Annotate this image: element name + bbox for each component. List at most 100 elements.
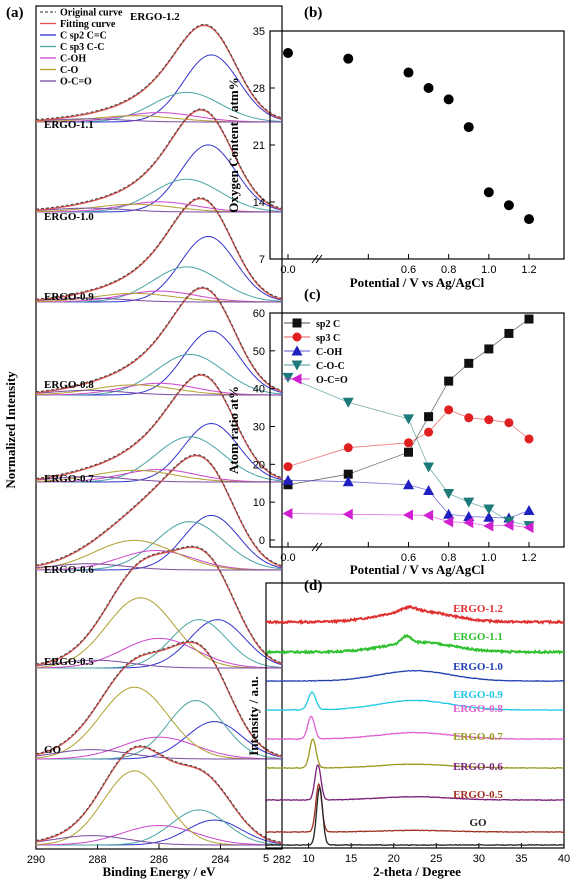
panel-a-component-sp3 xyxy=(36,699,282,760)
panel-c-marker xyxy=(404,447,413,457)
panel-a-original-curve xyxy=(35,640,283,757)
panel-c-marker xyxy=(423,484,435,495)
panel-a-original-curve xyxy=(35,108,283,210)
panel-d-label: (d) xyxy=(304,578,322,594)
panel-c-marker xyxy=(342,397,354,408)
panel-c-legend-entry: sp2 C xyxy=(316,319,340,330)
panel-c-legend-entry: C-O-C xyxy=(316,361,345,372)
panel-c-x-tick-label: 0.0 xyxy=(280,552,295,564)
panel-c-x-tick-label: 0.8 xyxy=(441,552,456,564)
panel-b-y-tick-label: 28 xyxy=(253,83,265,95)
panel-b-y-label: Oxygen Content / atm% xyxy=(226,77,241,212)
panel-d-x-label: 2-theta / Degree xyxy=(373,864,461,879)
panel-a-component-oco xyxy=(35,563,282,571)
panel-c-y-tick-label: 0 xyxy=(259,535,265,547)
panel-a-component-sp3 xyxy=(36,436,283,483)
panel-c-marker xyxy=(423,509,434,521)
panel-c-marker xyxy=(444,405,454,415)
panel-d-frame xyxy=(265,582,565,849)
panel-a-fitting-curve xyxy=(35,746,283,844)
panel-a-component-sp3 xyxy=(36,91,282,123)
panel-c-marker xyxy=(484,415,494,425)
panel-a-component-oco xyxy=(35,476,282,483)
panel-a-fitting-curve xyxy=(35,641,283,758)
panel-a-component-coh xyxy=(36,290,282,303)
panel-a-original-curve xyxy=(35,23,283,120)
panel-a-sample-label: ERGO-1.1 xyxy=(44,119,94,131)
panel-b-point xyxy=(343,53,354,64)
panel-c-axis-break xyxy=(311,542,323,552)
panel-a-component-sp3 xyxy=(36,178,283,213)
panel-b-x-tick-label: 0.6 xyxy=(401,264,416,276)
panel-c-x-tick-label: 1.2 xyxy=(521,552,536,564)
panel-c-marker xyxy=(443,508,455,519)
panel-a-component-oco xyxy=(35,749,282,760)
panel-c-marker xyxy=(443,488,455,499)
panel-b-x-label: Potential / V vs Ag/AgCl xyxy=(350,275,485,290)
panel-d-y-label: Intensity / a.u. xyxy=(246,676,261,755)
panel-c-marker xyxy=(283,480,293,490)
panel-b-point xyxy=(503,200,514,211)
panel-a-component-co xyxy=(35,597,282,669)
panel-d-x-tick-label: 10 xyxy=(302,853,314,865)
panel-c-marker xyxy=(483,504,495,515)
panel-c-marker xyxy=(463,517,474,529)
panel-c-marker xyxy=(292,318,302,328)
panel-a-legend-entry: O-C=O xyxy=(60,77,92,88)
panel-d-series-line xyxy=(265,691,564,712)
panel-c-marker xyxy=(283,462,293,472)
panel-c-legend-entry: O-C=O xyxy=(316,375,348,386)
panel-d-x-tick-label: 20 xyxy=(388,853,400,865)
panel-c-marker xyxy=(463,497,475,508)
panel-d-x-tick-label: 35 xyxy=(515,853,527,865)
panel-c-marker xyxy=(403,509,413,521)
panel-d-x-tick-label: 25 xyxy=(430,853,442,865)
panel-a-component-coh xyxy=(35,469,283,483)
panel-d-series-label: ERGO-1.2 xyxy=(453,603,503,615)
panel-c-marker xyxy=(342,508,353,520)
panel-b-point xyxy=(423,83,434,93)
panel-c-marker xyxy=(291,373,302,385)
panel-a-component-co xyxy=(35,539,282,571)
panel-a-legend-entry: Fitting curve xyxy=(60,19,116,30)
panel-d-series-line xyxy=(265,633,565,655)
panel-a-component-oco xyxy=(35,659,282,669)
panel-c-marker xyxy=(524,434,534,444)
panel-a-component-coh xyxy=(35,382,283,396)
panel-a-label: (a) xyxy=(6,5,24,21)
panel-d-series-line xyxy=(265,763,565,802)
panel-d-series-label: ERGO-0.9 xyxy=(453,689,503,701)
panel-a-legend-entry: C sp3 C-C xyxy=(60,42,104,53)
panel-a-x-tick-label: 282 xyxy=(273,854,291,866)
panel-c-y-label: Atom ratio at% xyxy=(226,386,241,474)
panel-c-y-tick-label: 30 xyxy=(253,422,265,434)
panel-c-marker xyxy=(404,438,413,448)
panel-a-original-curve xyxy=(35,373,283,479)
panel-b-x-tick-label: 0.8 xyxy=(441,264,456,276)
panel-c-marker xyxy=(424,427,434,437)
panel-b-point xyxy=(524,214,534,225)
panel-c-marker xyxy=(483,511,495,522)
panel-b-point xyxy=(463,122,474,133)
panel-a-component-oco xyxy=(35,389,282,396)
panel-c-y-tick-label: 40 xyxy=(253,384,265,396)
panel-c-marker xyxy=(282,372,294,383)
panel-c-marker xyxy=(423,462,435,473)
panel-b-y-tick-label: 35 xyxy=(253,26,265,38)
panel-c-marker xyxy=(523,522,534,534)
panel-a-x-tick-label: 286 xyxy=(150,854,168,866)
panel-a-component-coh xyxy=(36,736,282,760)
panel-c-x-label: Potential / V vs Ag/AgCl xyxy=(350,562,485,577)
panel-a-original-curve xyxy=(35,454,283,567)
panel-c-marker xyxy=(291,345,303,356)
panel-a-sample-label: ERGO-1.0 xyxy=(44,211,94,223)
panel-c-marker xyxy=(483,520,494,532)
panel-d-series-line xyxy=(265,785,565,847)
panel-a-fitting-curve xyxy=(35,24,283,122)
panel-a-component-sp3 xyxy=(36,266,283,303)
panel-a-x-tick-label: 288 xyxy=(88,854,106,866)
panel-d-series-line xyxy=(265,604,565,626)
panel-a-original-curve xyxy=(35,545,283,665)
panel-c-marker xyxy=(503,516,515,527)
